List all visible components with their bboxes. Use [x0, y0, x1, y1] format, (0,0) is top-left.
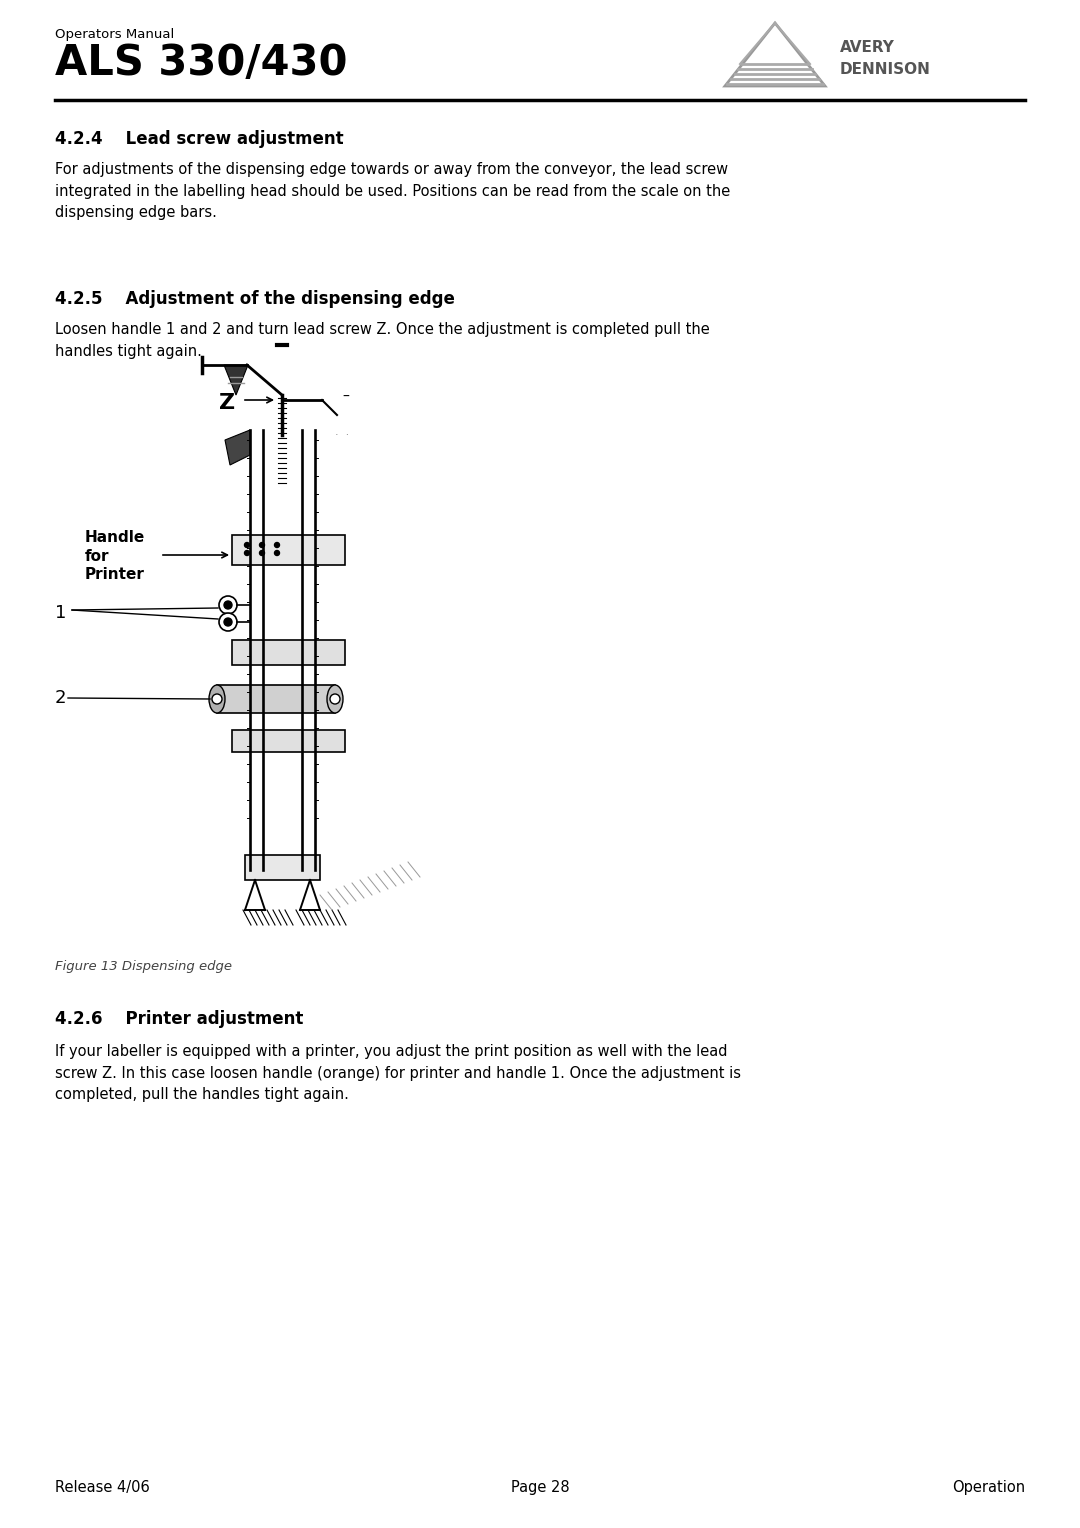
Text: DENNISON: DENNISON: [840, 63, 931, 78]
Circle shape: [274, 550, 280, 556]
Circle shape: [259, 550, 265, 556]
Text: ·  ·: · ·: [335, 429, 349, 440]
Text: ALS 330/430: ALS 330/430: [55, 41, 348, 84]
Circle shape: [244, 542, 249, 547]
Text: Loosen handle 1 and 2 and turn lead screw Z. Once the adjustment is completed pu: Loosen handle 1 and 2 and turn lead scre…: [55, 322, 710, 359]
Text: Figure 13 Dispensing edge: Figure 13 Dispensing edge: [55, 960, 232, 973]
Text: Z: Z: [219, 393, 235, 413]
FancyBboxPatch shape: [245, 856, 320, 880]
Circle shape: [212, 694, 222, 704]
Circle shape: [219, 596, 237, 614]
Text: Operators Manual: Operators Manual: [55, 28, 174, 41]
Circle shape: [224, 601, 232, 610]
FancyBboxPatch shape: [232, 730, 345, 752]
Text: Release 4/06: Release 4/06: [55, 1481, 150, 1494]
Text: 4.2.4    Lead screw adjustment: 4.2.4 Lead screw adjustment: [55, 130, 343, 148]
FancyBboxPatch shape: [232, 640, 345, 665]
Polygon shape: [225, 429, 249, 465]
Text: If your labeller is equipped with a printer, you adjust the print position as we: If your labeller is equipped with a prin…: [55, 1044, 741, 1102]
Text: 2: 2: [55, 689, 67, 707]
Text: Handle
for
Printer: Handle for Printer: [85, 530, 145, 582]
FancyBboxPatch shape: [232, 535, 345, 565]
Circle shape: [330, 694, 340, 704]
Ellipse shape: [327, 685, 343, 714]
Circle shape: [219, 613, 237, 631]
FancyBboxPatch shape: [217, 685, 335, 714]
Text: AVERY: AVERY: [840, 41, 895, 55]
Text: Operation: Operation: [951, 1481, 1025, 1494]
Text: –: –: [342, 390, 349, 403]
Circle shape: [259, 542, 265, 547]
Ellipse shape: [210, 685, 225, 714]
Text: Page 28: Page 28: [511, 1481, 569, 1494]
Circle shape: [244, 550, 249, 556]
Text: For adjustments of the dispensing edge towards or away from the conveyor, the le: For adjustments of the dispensing edge t…: [55, 162, 730, 220]
Text: 4.2.5    Adjustment of the dispensing edge: 4.2.5 Adjustment of the dispensing edge: [55, 290, 455, 309]
Circle shape: [274, 542, 280, 547]
Text: 4.2.6    Printer adjustment: 4.2.6 Printer adjustment: [55, 1010, 303, 1028]
Text: 1: 1: [55, 604, 66, 622]
Polygon shape: [224, 365, 248, 396]
Circle shape: [224, 617, 232, 626]
